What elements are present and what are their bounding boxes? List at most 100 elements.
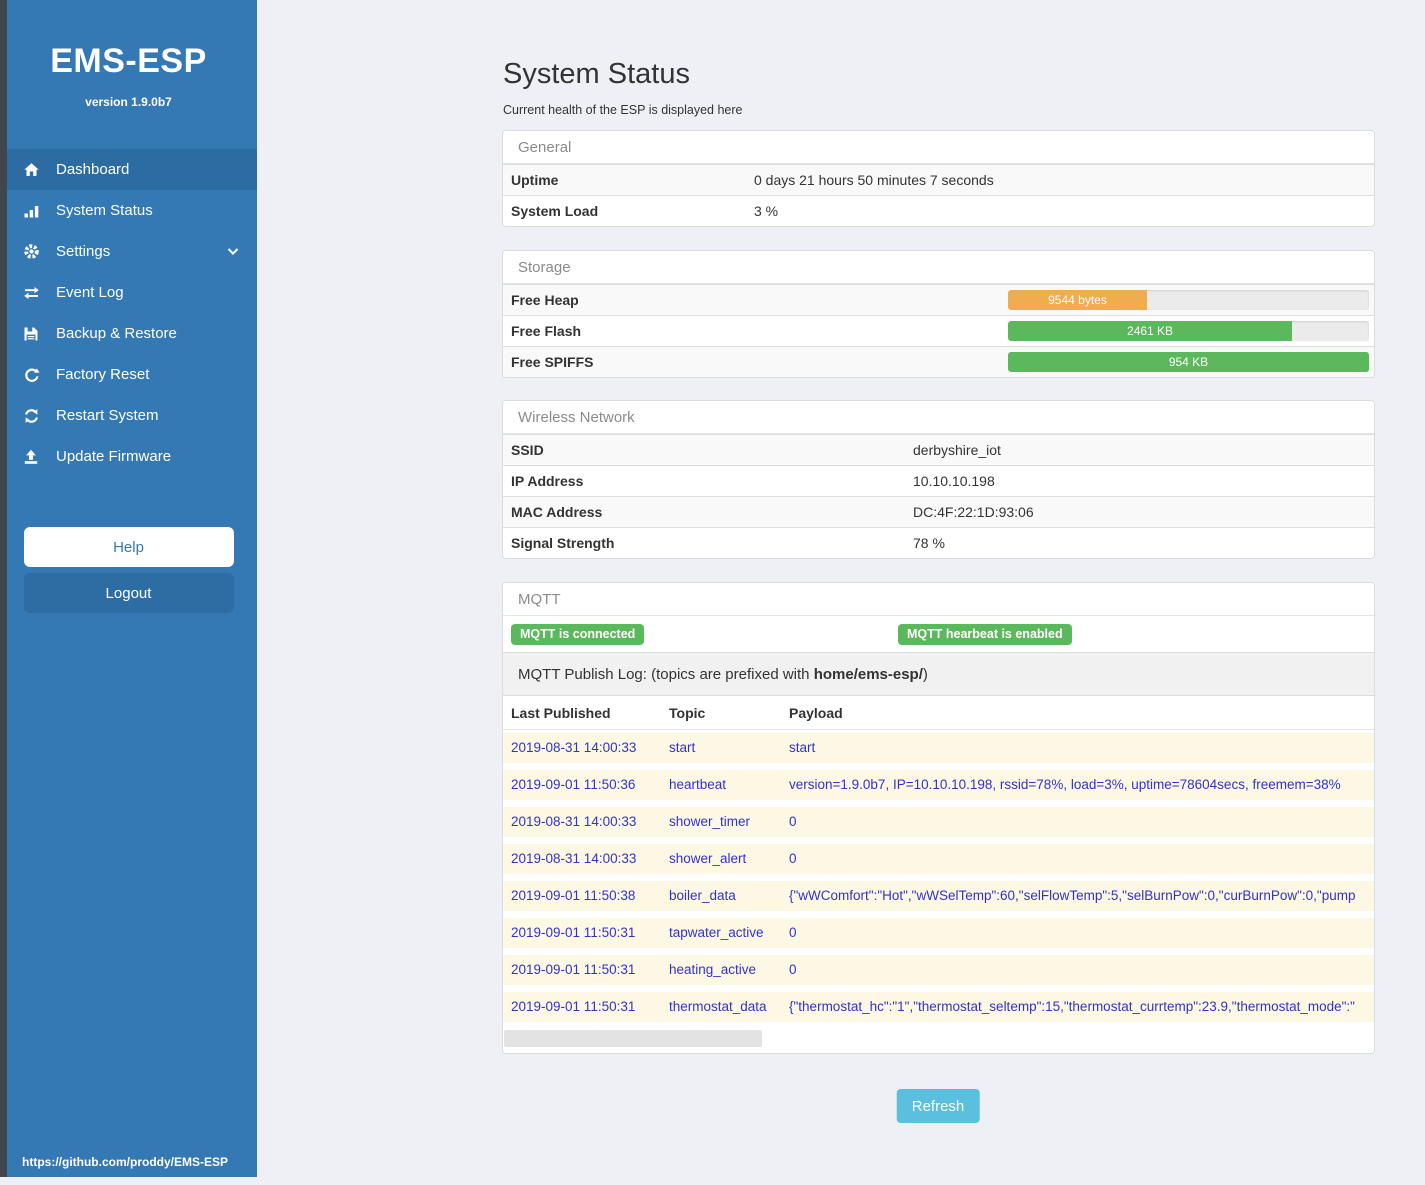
app-version: version 1.9.0b7 — [85, 95, 172, 109]
sidebar-item-settings[interactable]: Settings — [0, 231, 257, 272]
app-brand: EMS-ESP — [50, 42, 207, 80]
cell-time: 2019-09-01 11:50:31 — [511, 999, 636, 1014]
sidebar-item-label: Factory Reset — [56, 366, 150, 383]
row-uptime: Uptime 0 days 21 hours 50 minutes 7 seco… — [503, 164, 1374, 195]
cell-time: 2019-09-01 11:50:31 — [511, 925, 636, 940]
free-heap-progress-fill: 9544 bytes — [1008, 290, 1147, 310]
cell-payload: start — [789, 740, 816, 755]
table-row: 2019-09-01 11:50:31 thermostat_data {"th… — [503, 992, 1374, 1022]
page-subtitle: Current health of the ESP is displayed h… — [503, 103, 743, 117]
panel-storage: Storage Free Heap 9544 bytes Free Flash … — [502, 250, 1375, 378]
cell-topic: boiler_data — [669, 888, 736, 903]
cell-payload: {"thermostat_hc":"1","thermostat_seltemp… — [789, 999, 1355, 1014]
row-value: 10.10.10.198 — [913, 473, 995, 489]
panel-wireless-network: Wireless Network SSID derbyshire_iot IP … — [502, 400, 1375, 559]
sidebar: EMS-ESP version 1.9.0b7 Dashboard System… — [0, 0, 257, 1177]
free-spiffs-progress-fill: 954 KB — [1008, 352, 1369, 372]
free-flash-progress-track: 2461 KB — [1008, 321, 1369, 341]
sidebar-item-factory-reset[interactable]: Factory Reset — [0, 354, 257, 395]
sidebar-item-label: Dashboard — [56, 161, 130, 178]
page-title: System Status — [503, 58, 690, 90]
table-row: 2019-08-31 14:00:33 shower_alert 0 — [503, 844, 1374, 874]
sync-icon — [22, 408, 40, 424]
signal-icon — [22, 203, 40, 219]
sidebar-item-label: Event Log — [56, 284, 124, 301]
sidebar-left-strip — [0, 0, 7, 1177]
row-signal-strength: Signal Strength 78 % — [503, 527, 1374, 558]
row-value: derbyshire_iot — [913, 442, 1001, 458]
sidebar-item-update-firmware[interactable]: Update Firmware — [0, 436, 257, 477]
horizontal-scrollbar-thumb[interactable] — [504, 1030, 762, 1047]
row-free-spiffs: Free SPIFFS 954 KB — [503, 346, 1374, 377]
row-system-load: System Load 3 % — [503, 195, 1374, 226]
github-link[interactable]: https://github.com/proddy/EMS-ESP — [22, 1155, 228, 1169]
cell-topic: thermostat_data — [669, 999, 767, 1014]
row-ssid: SSID derbyshire_iot — [503, 434, 1374, 465]
cell-time: 2019-08-31 14:00:33 — [511, 814, 637, 829]
mqtt-heartbeat-badge: MQTT hearbeat is enabled — [898, 624, 1072, 645]
mqtt-publish-log-caption: MQTT Publish Log: (topics are prefixed w… — [503, 652, 1374, 696]
free-spiffs-progress-track: 954 KB — [1008, 352, 1369, 372]
cell-payload: version=1.9.0b7, IP=10.10.10.198, rssid=… — [789, 777, 1341, 792]
table-row: 2019-09-01 11:50:38 boiler_data {"wWComf… — [503, 881, 1374, 911]
row-label: Uptime — [511, 172, 559, 188]
mqtt-connected-badge: MQTT is connected — [511, 624, 645, 645]
cell-payload: 0 — [789, 851, 797, 866]
upload-icon — [22, 449, 40, 465]
row-value: 78 % — [913, 535, 945, 551]
chevron-down-icon — [227, 247, 239, 256]
cell-time: 2019-09-01 11:50:31 — [511, 962, 636, 977]
log-table-body: 2019-08-31 14:00:33 start start 2019-09-… — [503, 730, 1374, 1022]
panel-general-title: General — [503, 131, 1374, 164]
mqtt-badge-row: MQTT is connected MQTT hearbeat is enabl… — [503, 616, 1374, 652]
row-label: IP Address — [511, 473, 584, 489]
table-row: 2019-08-31 14:00:33 shower_timer 0 — [503, 807, 1374, 837]
sidebar-item-backup-restore[interactable]: Backup & Restore — [0, 313, 257, 354]
row-value: 3 % — [754, 203, 779, 219]
cell-topic: tapwater_active — [669, 925, 764, 940]
row-label: System Load — [511, 203, 599, 219]
cell-time: 2019-09-01 11:50:36 — [511, 777, 636, 792]
panel-mqtt: MQTT MQTT is connected MQTT hearbeat is … — [502, 582, 1375, 1054]
cell-time: 2019-09-01 11:50:38 — [511, 888, 636, 903]
cell-payload: 0 — [789, 962, 797, 977]
free-heap-progress-track: 9544 bytes — [1008, 290, 1369, 310]
refresh-button[interactable]: Refresh — [896, 1089, 980, 1123]
cell-payload: 0 — [789, 925, 797, 940]
row-free-flash: Free Flash 2461 KB — [503, 315, 1374, 346]
publish-log-topic-prefix: home/ems-esp/ — [813, 666, 923, 683]
cell-payload: 0 — [789, 814, 797, 829]
logout-button[interactable]: Logout — [23, 573, 234, 613]
sidebar-item-label: Settings — [56, 243, 111, 260]
row-value: 0 days 21 hours 50 minutes 7 seconds — [754, 172, 994, 188]
help-button[interactable]: Help — [23, 527, 234, 567]
cell-topic: shower_alert — [669, 851, 747, 866]
panel-wireless-title: Wireless Network — [503, 401, 1374, 434]
sidebar-item-label: System Status — [56, 202, 153, 219]
sidebar-item-label: Update Firmware — [56, 448, 172, 465]
row-label: Free Heap — [511, 292, 579, 308]
table-row: 2019-09-01 11:50:36 heartbeat version=1.… — [503, 770, 1374, 800]
col-header-last-published: Last Published — [511, 704, 611, 721]
publish-log-suffix: ) — [922, 666, 928, 683]
table-row: 2019-09-01 11:50:31 tapwater_active 0 — [503, 918, 1374, 948]
row-value: DC:4F:22:1D:93:06 — [913, 504, 1034, 520]
free-flash-progress-fill: 2461 KB — [1008, 321, 1293, 341]
sidebar-item-event-log[interactable]: Event Log — [0, 272, 257, 313]
panel-general: General Uptime 0 days 21 hours 50 minute… — [502, 130, 1375, 227]
cell-topic: heating_active — [669, 962, 757, 977]
cell-payload: {"wWComfort":"Hot","wWSelTemp":60,"selFl… — [789, 888, 1356, 903]
swap-arrows-icon — [22, 285, 40, 301]
sidebar-item-restart-system[interactable]: Restart System — [0, 395, 257, 436]
floppy-icon — [22, 326, 40, 342]
sidebar-item-system-status[interactable]: System Status — [0, 190, 257, 231]
home-icon — [22, 162, 40, 178]
col-header-payload: Payload — [789, 704, 843, 721]
sidebar-item-dashboard[interactable]: Dashboard — [0, 149, 257, 190]
cell-topic: start — [669, 740, 696, 755]
row-free-heap: Free Heap 9544 bytes — [503, 284, 1374, 315]
cell-topic: shower_timer — [669, 814, 751, 829]
cell-time: 2019-08-31 14:00:33 — [511, 851, 637, 866]
col-header-topic: Topic — [669, 704, 706, 721]
sidebar-nav: Dashboard System Status Settings — [0, 149, 257, 477]
